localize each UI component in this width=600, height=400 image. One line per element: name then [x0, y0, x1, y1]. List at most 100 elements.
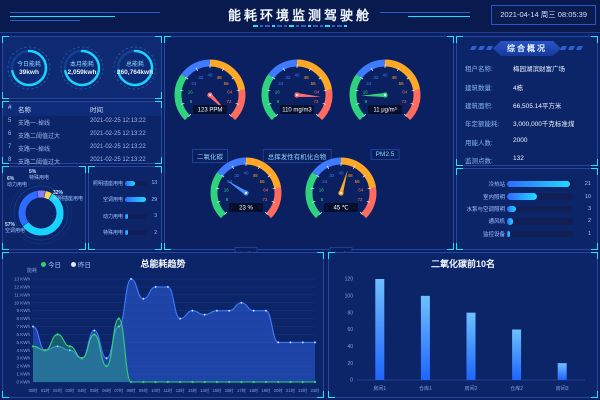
svg-text:32: 32 [234, 173, 240, 178]
hbar-track [507, 205, 573, 213]
hbar-row: 水泵与空调照明 3 [463, 205, 591, 213]
svg-text:14时: 14时 [200, 387, 210, 393]
header-dash [325, 25, 330, 27]
overview-field-value: 4栋 [513, 84, 524, 92]
svg-text:48: 48 [392, 75, 398, 80]
gauge-dial: 0816243240485664728023 % [210, 157, 282, 219]
subsystem-rank-panel: 冷热站 21 室内照明 10 水泵与空调照明 3 通风机 2 监控设备 1 [456, 168, 598, 250]
header-dash [313, 25, 318, 27]
svg-text:05时: 05时 [90, 387, 100, 393]
svg-text:11 KWh: 11 KWh [14, 292, 30, 297]
svg-text:3 KWh: 3 KWh [16, 356, 30, 361]
svg-text:39kwh: 39kwh [19, 69, 39, 76]
co2-bar [375, 279, 385, 380]
svg-text:260,764kwh: 260,764kwh [117, 69, 153, 76]
svg-text:08时: 08时 [127, 387, 137, 393]
svg-text:8: 8 [321, 197, 324, 202]
hbar-row: 动力用电 3 [93, 213, 157, 220]
co2-bar-chart: 0 20 40 60 80 100 120 房间1 仓库1 房间2 仓库2 房间3 [329, 255, 597, 397]
alarm-row-index: 5 [8, 118, 12, 124]
svg-text:房间2: 房间2 [465, 385, 478, 392]
gauge-label: PM2.5 [370, 149, 400, 160]
hbar-fill [125, 197, 147, 203]
alarm-col-name: 名称 [18, 107, 31, 114]
svg-text:1 KWh: 1 KWh [16, 372, 30, 377]
svg-text:7 KWh: 7 KWh [16, 324, 30, 329]
corner-accent [591, 36, 598, 43]
svg-text:64: 64 [402, 89, 408, 94]
co2-chart-title: 二氧化碳前10名 [430, 259, 495, 269]
corner-accent [447, 36, 454, 43]
legend-label: 昨日 [78, 262, 91, 269]
svg-text:48: 48 [348, 173, 354, 178]
alarm-row: 5 支路一-掉线 2021-02-25 12:13:22 [3, 116, 161, 129]
overview-field-label: 用能人数: [465, 139, 493, 147]
gauge-label: 总挥发性有机化合物 [262, 149, 332, 163]
svg-text:24: 24 [227, 179, 233, 184]
svg-text:16: 16 [363, 89, 369, 94]
stat-circle: 本月能耗 2,059kwh [59, 45, 105, 91]
hbar-value: 2 [587, 218, 591, 225]
svg-text:48: 48 [253, 173, 259, 178]
overview-title: 综合概况 [493, 41, 561, 56]
alarm-row-name: 支路一-掉线 [18, 147, 50, 153]
gauge-1: 08162432404856647280123 PPM [160, 51, 260, 143]
hbar-fill [507, 230, 510, 237]
hbar-track [507, 230, 573, 237]
hbar-fill [125, 230, 128, 236]
alarm-list-panel: # 名称 时间 5 支路一-掉线 2021-02-25 12:13:22 6 支路二阈值… [2, 101, 162, 179]
hbar-label: 监控设备 [482, 231, 505, 238]
svg-text:9 KWh: 9 KWh [16, 308, 30, 313]
alarm-row-time: 2021-02-25 12:13:22 [90, 157, 146, 163]
gauge-4: 0816243240485664728023 % [196, 149, 296, 241]
overview-field-label: 建筑数量: [465, 84, 493, 92]
svg-text:40: 40 [382, 73, 388, 78]
overview-field-label: 建筑面积: [465, 102, 493, 110]
hbar-value: 3 [154, 213, 157, 220]
legend-item-今日[interactable]: 今日 [41, 259, 61, 269]
overview-field-value: 66,505.14平方米 [513, 102, 562, 110]
alarm-row-time: 2021-02-25 12:13:22 [90, 131, 146, 137]
svg-text:10时: 10时 [151, 387, 161, 393]
corner-accent [456, 36, 463, 43]
hbar-row: 室内照明 10 [463, 193, 591, 201]
hbar-label: 冷热站 [488, 182, 505, 189]
svg-text:40: 40 [294, 73, 300, 78]
svg-text:72: 72 [402, 99, 408, 104]
header-dash [289, 25, 294, 27]
co2-svg: 0 20 40 60 80 100 120 房间1 仓库1 房间2 仓库2 房间3 [345, 277, 585, 392]
svg-text:8: 8 [277, 99, 280, 104]
subsystem-rank-bars: 冷热站 21 室内照明 10 水泵与空调照明 3 通风机 2 监控设备 1 [457, 169, 597, 249]
hbar-row: 照明插座用电 13 [93, 180, 157, 187]
svg-text:56: 56 [260, 179, 266, 184]
svg-text:20时: 20时 [274, 387, 284, 393]
legend-item-昨日[interactable]: 昨日 [71, 259, 91, 269]
corner-accent [447, 243, 454, 250]
header-dash [337, 25, 342, 27]
co2-bar [557, 363, 567, 380]
gauge-value: 45 ℃ [333, 206, 348, 212]
legend-dot [71, 262, 76, 267]
gauge-3: 0816243240485664728011 μg/m³ [335, 51, 435, 143]
gauge-needle [338, 169, 348, 196]
svg-text:56: 56 [399, 81, 405, 86]
hbar-row: 通风机 2 [463, 217, 591, 225]
donut-svg [9, 181, 73, 245]
svg-text:8: 8 [190, 99, 193, 104]
overview-field-label: 年定额能耗: [465, 121, 500, 129]
svg-text:能耗: 能耗 [27, 267, 37, 274]
hbar-value: 29 [151, 196, 157, 203]
page-title: 能耗环境监测驾驶舱 [227, 8, 372, 23]
header-decoration-right [408, 16, 470, 17]
header-decoration-left [10, 12, 160, 13]
overview-fields: 租户名称: 梅园湖滨财富广场 建筑数量: 4栋 建筑面积: 66,505.14平方米 年定额… [457, 59, 597, 169]
energy-stats-panel: 今日能耗 39kwh 本月能耗 2,059kwh 总能耗 260,764kwh [2, 36, 162, 99]
svg-text:仓库1: 仓库1 [419, 385, 432, 392]
hbar-fill [507, 205, 516, 213]
gauge-needle [361, 92, 388, 98]
overview-title-decoration [469, 46, 495, 50]
hbar-value: 10 [584, 193, 591, 200]
svg-text:4 KWh: 4 KWh [16, 348, 30, 353]
